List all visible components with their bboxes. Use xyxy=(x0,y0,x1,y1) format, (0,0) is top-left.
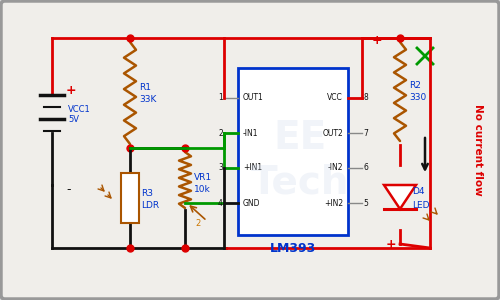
Text: 4: 4 xyxy=(218,199,223,208)
Polygon shape xyxy=(384,185,416,209)
Text: 330: 330 xyxy=(409,94,426,103)
Text: VCC1: VCC1 xyxy=(68,106,91,115)
Text: +IN2: +IN2 xyxy=(324,199,343,208)
Text: LED: LED xyxy=(412,200,430,209)
Text: +: + xyxy=(386,238,396,250)
Text: 7: 7 xyxy=(363,128,368,137)
Text: R1: R1 xyxy=(139,83,151,92)
Text: GND: GND xyxy=(243,199,260,208)
Text: -: - xyxy=(66,184,70,196)
Text: LM393: LM393 xyxy=(270,242,316,256)
Text: EE
Tech: EE Tech xyxy=(251,119,349,201)
Text: 1: 1 xyxy=(218,94,223,103)
Text: LDR: LDR xyxy=(141,200,159,209)
Text: 8: 8 xyxy=(363,94,368,103)
Text: VCC: VCC xyxy=(327,94,343,103)
Text: No current flow: No current flow xyxy=(473,104,483,196)
Text: OUT2: OUT2 xyxy=(322,128,343,137)
Text: 2: 2 xyxy=(195,218,200,227)
Text: R3: R3 xyxy=(141,188,153,197)
Text: -IN2: -IN2 xyxy=(328,164,343,172)
Text: +: + xyxy=(66,83,76,97)
Text: 10k: 10k xyxy=(194,185,211,194)
Text: OUT1: OUT1 xyxy=(243,94,264,103)
Text: VR1: VR1 xyxy=(194,173,212,182)
Bar xyxy=(238,68,348,235)
Text: R2: R2 xyxy=(409,82,421,91)
Text: -IN1: -IN1 xyxy=(243,128,258,137)
Bar xyxy=(121,173,139,223)
Text: +IN1: +IN1 xyxy=(243,164,262,172)
Text: 2: 2 xyxy=(218,128,223,137)
Text: +: + xyxy=(372,34,382,47)
Text: 6: 6 xyxy=(363,164,368,172)
Text: 33K: 33K xyxy=(139,95,156,104)
Text: D4: D4 xyxy=(412,188,424,196)
Text: 3: 3 xyxy=(218,164,223,172)
Text: 5V: 5V xyxy=(68,116,79,124)
Text: 5: 5 xyxy=(363,199,368,208)
